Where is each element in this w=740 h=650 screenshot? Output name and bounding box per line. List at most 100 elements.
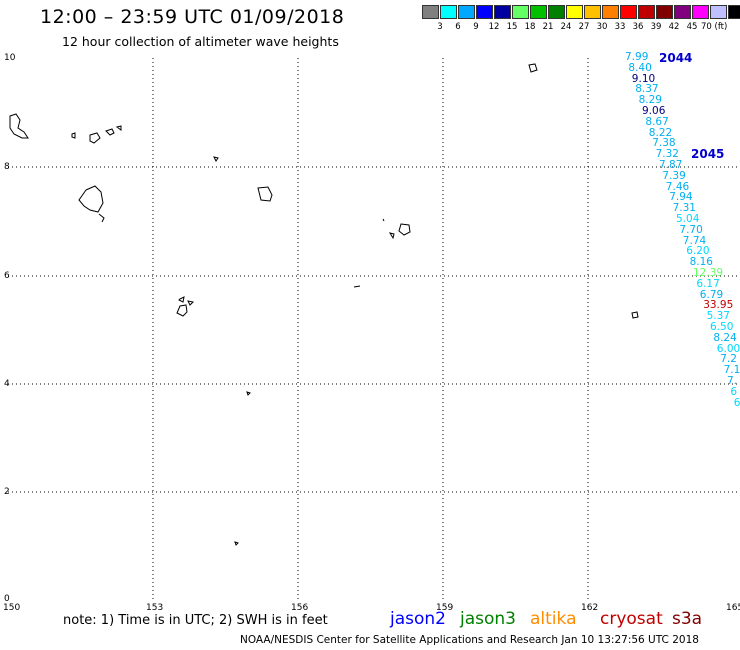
legend-label: 3 (437, 22, 443, 32)
island-outline (178, 296, 185, 303)
legend-swatch (620, 5, 637, 19)
wave-height-label: 33.95 (703, 299, 734, 312)
legend-label: 30 (596, 22, 608, 32)
wave-height-label: 8.37 (635, 83, 659, 96)
legend-swatch (602, 5, 619, 19)
wave-height-label: 7.2 (720, 353, 737, 366)
legend-label: 45 (686, 22, 698, 32)
legend-label: 12 (488, 22, 500, 32)
legend-swatch (656, 5, 673, 19)
footer-credits: NOAA/NESDIS Center for Satellite Applica… (240, 634, 699, 646)
wave-height-label: 8.67 (645, 115, 669, 128)
island-outline (89, 132, 101, 144)
page-subtitle: 12 hour collection of altimeter wave hei… (62, 34, 339, 49)
wave-height-label: 7.38 (652, 137, 676, 150)
wave-height-label: 9.10 (631, 72, 656, 85)
legend-swatch (692, 5, 709, 19)
wave-height-label: 6.17 (696, 277, 720, 290)
legend-swatch (476, 5, 493, 19)
y-tick-label: 2 (4, 487, 10, 497)
legend-swatch (638, 5, 655, 19)
island-outline (246, 391, 251, 396)
wave-height-label: 7.1 (723, 364, 740, 377)
legend-swatch (494, 5, 511, 19)
legend-label: 6 (455, 22, 461, 32)
island-outline (115, 125, 122, 131)
island-outline (105, 128, 115, 136)
island-outline (388, 232, 395, 240)
wave-height-label: 5.37 (706, 310, 730, 323)
y-tick-label: 10 (4, 53, 16, 63)
wave-height-label: 8.40 (628, 61, 652, 74)
wave-height-label: 6 (730, 385, 738, 398)
wave-height-label: 8.16 (689, 256, 713, 269)
legend-swatch (584, 5, 601, 19)
legend-label: 36 (632, 22, 644, 32)
island-outline (71, 132, 76, 139)
legend-swatch (458, 5, 475, 19)
x-tick-label: 159 (436, 603, 454, 613)
legend-swatch (728, 5, 740, 19)
wave-height-label: 5.04 (676, 213, 700, 225)
wave-height-label: 6.00 (716, 342, 740, 355)
y-tick-label: 8 (4, 162, 10, 172)
legend-swatch (512, 5, 529, 19)
wave-height-label: 6.50 (710, 321, 734, 333)
island-outline (234, 541, 239, 546)
wave-height-label: 7.74 (682, 234, 707, 247)
island-outline (398, 223, 411, 236)
satellite-label-s3a: s3a (672, 609, 703, 629)
color-legend (422, 5, 740, 19)
island-outline (257, 186, 273, 202)
island-outline (9, 113, 29, 139)
legend-swatch (710, 5, 727, 19)
wave-height-label: 6 (733, 396, 740, 409)
wave-height-label: 6.20 (686, 245, 710, 258)
y-tick-label: 4 (4, 379, 10, 389)
legend-label: 27 (578, 22, 590, 32)
wave-height-label: 8.22 (648, 126, 673, 139)
x-tick-label: 165 (726, 603, 740, 613)
wave-height-label: 7.87 (659, 159, 683, 171)
legend-swatch (566, 5, 583, 19)
y-tick-label: 0 (4, 594, 10, 604)
x-tick-label: 162 (581, 603, 599, 613)
legend-label: 39 (650, 22, 662, 32)
wave-height-label: 8.29 (638, 94, 662, 107)
legend-label: 21 (542, 22, 554, 32)
wave-height-label: 6.79 (699, 288, 724, 301)
island-outline (176, 304, 188, 317)
island-outline (528, 63, 538, 73)
legend-label: 42 (668, 22, 680, 32)
coastlines (9, 63, 639, 546)
legend-swatch (422, 5, 439, 19)
legend-label: 18 (524, 22, 536, 32)
island-outline (353, 285, 361, 288)
satellite-label-jason3: jason3 (460, 609, 516, 629)
wave-height-label: 9.06 (642, 105, 666, 117)
x-tick-label: 156 (291, 603, 309, 613)
track-id-label: 2045 (691, 147, 725, 161)
grid-lines (8, 58, 740, 601)
satellite-label-altika: altika (530, 609, 577, 629)
legend-swatch (530, 5, 547, 19)
y-tick-label: 6 (4, 271, 10, 281)
legend-swatch (440, 5, 457, 19)
legend-label: 70 (ft) (701, 22, 728, 32)
satellite-label-cryosat: cryosat (600, 609, 663, 629)
wave-height-label: 7.39 (662, 169, 686, 182)
legend-swatch (548, 5, 565, 19)
wave-height-label: 7.99 (625, 51, 649, 63)
island-outline (187, 300, 195, 306)
legend-label: 24 (560, 22, 572, 32)
legend-label: 33 (614, 22, 626, 32)
satellite-label-jason2: jason2 (390, 609, 446, 629)
wave-height-label: 7.94 (669, 191, 693, 204)
footer-note: note: 1) Time is in UTC; 2) SWH is in fe… (63, 613, 328, 628)
island-outline (631, 311, 639, 319)
x-tick-label: 153 (146, 603, 164, 613)
wave-height-label: 8.24 (713, 331, 737, 344)
x-tick-label: 150 (3, 603, 21, 613)
wave-height-label: 7. (727, 375, 738, 387)
